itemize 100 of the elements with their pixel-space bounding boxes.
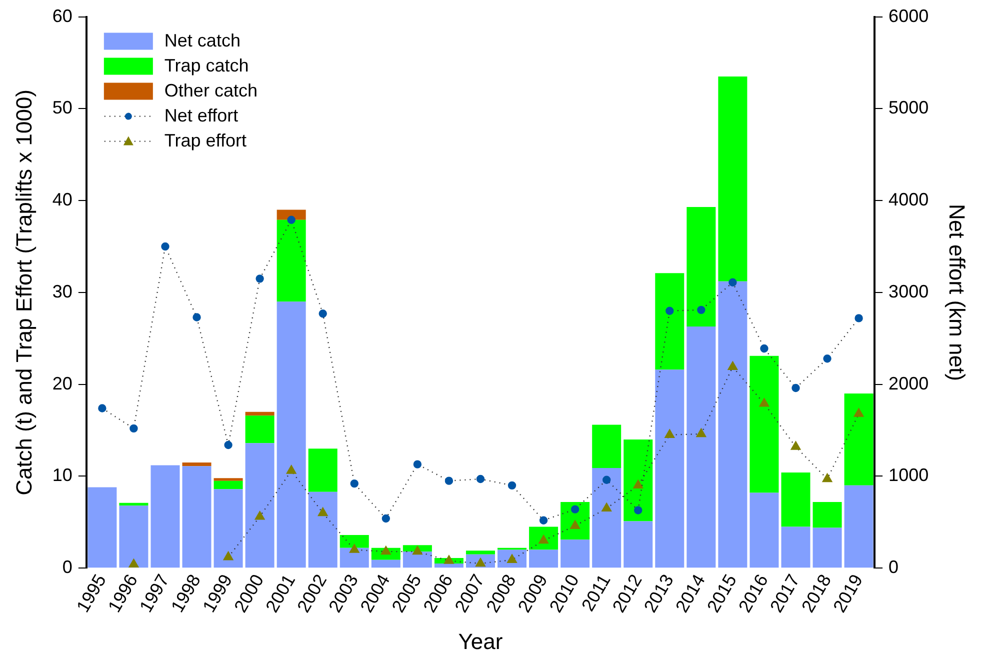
bar <box>245 412 274 416</box>
bar <box>624 439 653 522</box>
point <box>287 216 296 224</box>
bar <box>686 207 716 326</box>
point <box>444 476 454 485</box>
point <box>822 473 832 482</box>
y-tick-label: 30 <box>52 281 72 302</box>
legend-label: Trap catch <box>164 55 249 76</box>
point <box>223 551 234 560</box>
bar <box>750 356 779 493</box>
legend-label: Net effort <box>164 105 238 126</box>
bar <box>466 550 495 554</box>
bar <box>308 492 338 568</box>
point <box>664 429 675 438</box>
bar <box>718 76 748 282</box>
bar <box>340 548 369 568</box>
point <box>602 502 612 512</box>
point <box>382 514 390 523</box>
legend-label: Trap effort <box>164 130 246 150</box>
bar <box>214 478 243 481</box>
point <box>508 481 516 490</box>
bar <box>308 448 338 492</box>
y-tick-label: 0 <box>62 557 72 578</box>
bar <box>560 540 590 568</box>
y-tick-label: 20 <box>52 373 72 394</box>
bar <box>844 485 874 568</box>
point <box>696 428 706 438</box>
bar <box>844 394 874 486</box>
bar <box>592 468 622 568</box>
bar <box>340 535 369 548</box>
point <box>192 313 201 322</box>
point <box>350 479 358 488</box>
bar <box>245 443 274 568</box>
bar <box>686 326 716 568</box>
point <box>728 278 737 286</box>
bar <box>182 462 212 466</box>
bar <box>119 506 148 568</box>
point <box>792 384 800 392</box>
y2-axis-title: Net effort (km net) <box>944 204 970 381</box>
bar <box>781 472 810 527</box>
bar <box>276 210 306 220</box>
bar <box>214 480 243 490</box>
point <box>413 460 422 468</box>
bar <box>402 552 432 568</box>
point <box>224 440 232 450</box>
point <box>666 306 674 315</box>
point <box>476 474 485 484</box>
point <box>539 516 548 524</box>
bar <box>245 416 274 444</box>
bar <box>781 526 810 568</box>
y2-tick-label: 3000 <box>888 281 929 302</box>
point <box>823 354 832 363</box>
bar <box>434 564 464 568</box>
point <box>349 544 360 553</box>
point <box>128 558 139 568</box>
bar <box>812 528 842 568</box>
point <box>854 314 863 322</box>
legend-label: Net catch <box>164 30 240 50</box>
bar <box>276 302 306 568</box>
point <box>790 441 801 450</box>
point <box>98 404 106 412</box>
y2-tick-label: 0 <box>888 557 899 578</box>
y2-tick-label: 6000 <box>888 6 929 26</box>
bar <box>750 492 779 568</box>
bar <box>119 502 148 506</box>
point <box>634 506 642 514</box>
point <box>854 408 864 417</box>
point <box>570 505 580 514</box>
y-tick-label: 50 <box>52 98 72 118</box>
bar <box>718 281 748 568</box>
bar <box>150 465 180 568</box>
point <box>760 344 768 353</box>
y2-tick-label: 1000 <box>888 465 929 486</box>
y-tick-label: 40 <box>52 190 72 210</box>
point <box>444 555 454 564</box>
bar <box>276 220 306 302</box>
point <box>602 476 611 484</box>
point <box>412 546 422 555</box>
point <box>697 306 706 314</box>
bar <box>655 370 684 568</box>
point <box>759 398 770 407</box>
point <box>254 511 265 520</box>
y2-tick-label: 2000 <box>888 373 929 394</box>
y-tick-label: 60 <box>52 6 72 26</box>
point <box>161 242 170 251</box>
bar <box>812 502 842 528</box>
point <box>286 465 296 474</box>
bar <box>592 424 622 468</box>
y-tick-label: 10 <box>52 465 72 486</box>
y2-tick-label: 4000 <box>888 190 929 210</box>
point <box>728 361 738 370</box>
point <box>318 507 328 516</box>
bar <box>371 560 400 568</box>
bar <box>529 550 558 568</box>
x-axis-title: Year <box>458 628 503 654</box>
bar <box>214 489 243 568</box>
y-axis-title: Catch (t) and Trap Effort (Traplifts x 1000) <box>11 89 36 496</box>
point <box>130 424 138 433</box>
bar <box>529 526 558 550</box>
point <box>318 309 327 318</box>
